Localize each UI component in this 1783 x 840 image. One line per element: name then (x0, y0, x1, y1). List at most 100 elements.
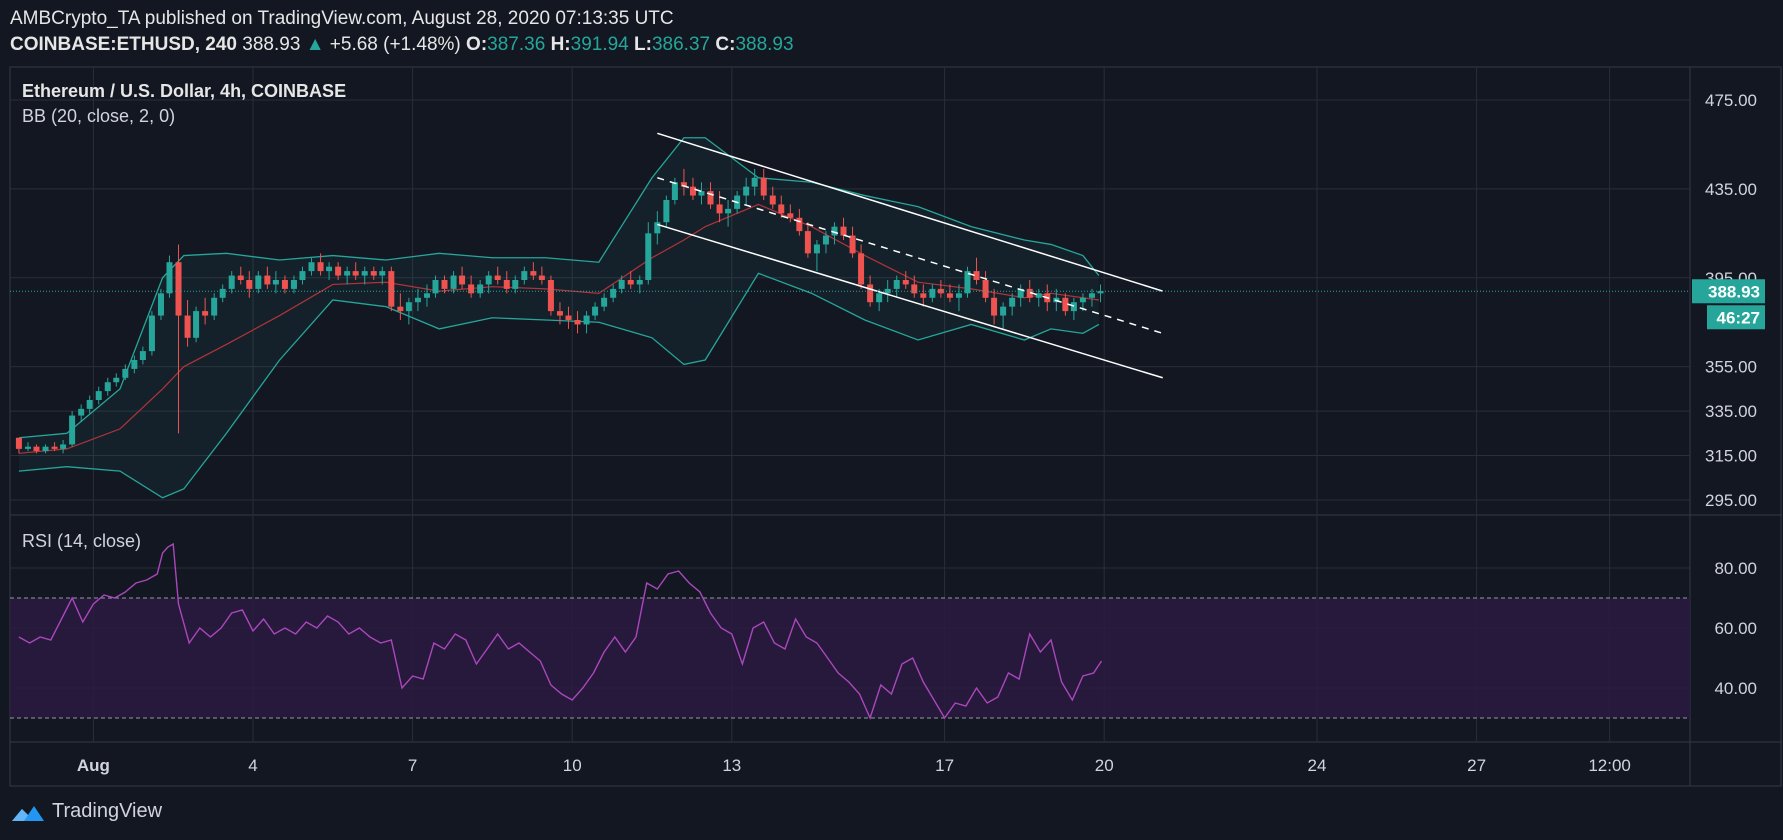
candle-69 (627, 271, 634, 289)
channel-upper-line (657, 132, 1163, 292)
candle-body (743, 186, 750, 196)
candle-body (991, 297, 998, 316)
candle-45 (414, 288, 421, 312)
candle-25 (237, 266, 244, 285)
candle-body (867, 284, 874, 303)
candle-body (725, 208, 732, 214)
candle-30 (281, 275, 288, 294)
candle-111 (1000, 302, 1007, 329)
candle-47 (432, 275, 439, 298)
candle-34 (317, 253, 324, 276)
price-tick-label-5: 315.00 (1705, 447, 1757, 466)
candle-body (680, 182, 687, 187)
candle-body (414, 297, 421, 303)
candle-body (485, 275, 492, 285)
candle-body (131, 360, 138, 369)
candle-65 (592, 302, 599, 320)
candle-body (671, 182, 678, 200)
candle-body (459, 275, 466, 285)
candle-44 (405, 297, 412, 325)
price-tick-label-0: 475.00 (1705, 91, 1757, 110)
candle-body (166, 262, 173, 294)
candle-2 (33, 444, 40, 454)
candle-body (530, 271, 537, 276)
candle-body (512, 280, 519, 289)
candle-body (751, 177, 758, 187)
candle-6 (69, 411, 76, 447)
candle-body (973, 271, 980, 280)
candle-39 (361, 266, 368, 285)
candle-100 (902, 271, 909, 289)
candle-40 (370, 266, 377, 280)
candle-121 (1088, 288, 1095, 307)
candle-body (1070, 302, 1077, 312)
candle-body (113, 377, 120, 383)
candle-body (538, 275, 545, 280)
candle-body (583, 315, 590, 325)
candle-7 (78, 404, 85, 423)
candle-body (237, 275, 244, 280)
candle-body (202, 311, 209, 316)
rsi-tick-label-1: 60.00 (1714, 619, 1757, 638)
last-price-label: 388.93 (1708, 282, 1760, 301)
candle-body (104, 382, 111, 392)
candle-90 (813, 240, 820, 272)
rsi-legend: RSI (14, close) (22, 531, 141, 551)
chart-header: AMBCrypto_TA published on TradingView.co… (10, 6, 794, 58)
candle-body (929, 288, 936, 298)
candle-79 (716, 191, 723, 223)
candle-body (69, 415, 76, 445)
candle-body (1000, 306, 1007, 316)
bollinger-bands (18, 137, 1100, 499)
candle-body (707, 191, 714, 205)
time-tick-label-4: 13 (722, 756, 741, 775)
candle-0 (15, 437, 22, 454)
candle-body (1009, 297, 1016, 307)
candle-body (468, 284, 475, 294)
candle-48 (441, 275, 448, 294)
low-value: 386.37 (651, 34, 711, 55)
candle-113 (1017, 284, 1024, 307)
candle-67 (610, 284, 617, 303)
price-tick-label-6: 295.00 (1705, 491, 1757, 510)
candle-57 (521, 266, 528, 285)
candle-105 (946, 284, 953, 303)
candle-body (893, 280, 900, 289)
candle-98 (884, 280, 891, 303)
candle-body (804, 231, 811, 254)
close-label: C: (715, 34, 736, 55)
candle-body (281, 280, 288, 289)
candle-94 (849, 226, 856, 258)
bb-legend: BB (20, close, 2, 0) (22, 106, 175, 126)
candle-51 (468, 275, 475, 298)
candle-82 (743, 177, 750, 205)
candle-body (547, 280, 554, 312)
time-tick-label-8: 27 (1467, 756, 1486, 775)
candle-body (1062, 297, 1069, 312)
footer-brand-text: TradingView (52, 800, 163, 822)
candle-body (308, 262, 315, 272)
candle-body (397, 306, 404, 312)
candle-60 (547, 275, 554, 316)
candle-body (95, 391, 102, 400)
candle-33 (308, 257, 315, 276)
candle-body (920, 293, 927, 298)
candle-24 (228, 271, 235, 294)
candle-61 (556, 302, 563, 325)
price-tick-label-1: 435.00 (1705, 180, 1757, 199)
time-tick-label-2: 7 (408, 756, 417, 775)
candle-body (326, 266, 333, 272)
candle-body (1088, 293, 1095, 298)
candle-body (211, 297, 218, 316)
candle-101 (911, 275, 918, 298)
candle-body (689, 186, 696, 196)
candle-77 (698, 182, 705, 205)
open-value: 387.36 (487, 34, 546, 55)
candle-body (148, 315, 155, 352)
candle-10 (104, 377, 111, 396)
open-label: O: (466, 34, 488, 55)
candle-body (955, 293, 962, 298)
time-tick-label-9: 12:00 (1588, 756, 1631, 775)
candle-body (636, 280, 643, 285)
